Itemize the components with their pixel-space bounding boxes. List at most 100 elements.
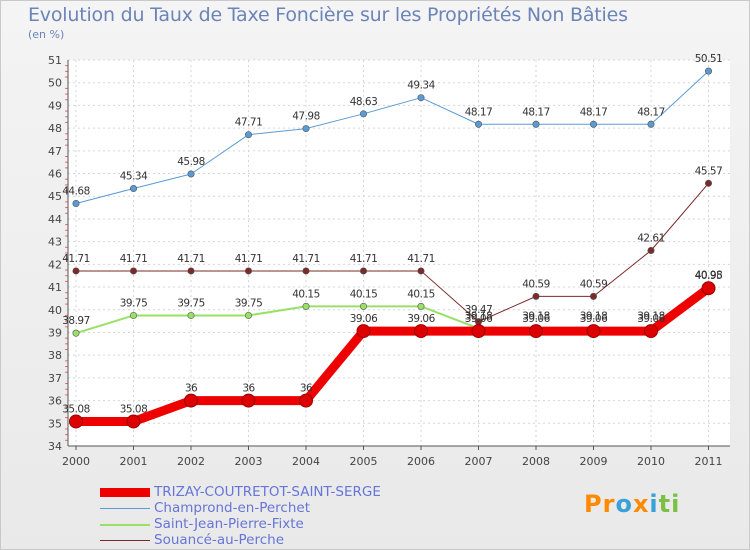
y-tick-label: 51 [48, 54, 62, 67]
data-point [644, 324, 658, 339]
y-tick-label: 43 [48, 236, 62, 249]
data-point [241, 393, 256, 408]
data-label: 41.71 [120, 253, 148, 265]
data-point [299, 393, 313, 408]
data-point [187, 311, 195, 319]
data-label: 39.18 [465, 310, 493, 322]
legend-swatch [100, 488, 150, 497]
data-point [417, 94, 425, 102]
legend-swatch [100, 540, 150, 541]
data-label: 35.08 [120, 403, 148, 415]
data-point [69, 414, 83, 429]
y-tick-label: 46 [48, 168, 62, 181]
data-point [72, 329, 80, 337]
data-point [72, 267, 80, 275]
y-tick-label: 39 [48, 326, 62, 339]
data-point [245, 267, 253, 275]
logo-letter: r [602, 490, 616, 518]
data-point [647, 120, 655, 128]
x-tick-label: 2011 [695, 455, 723, 468]
data-label: 40.59 [580, 278, 608, 290]
logo-letter: o [615, 490, 633, 518]
data-point [417, 302, 425, 310]
data-label: 39.06 [637, 313, 665, 325]
data-point [302, 125, 310, 133]
y-tick-label: 42 [48, 258, 62, 271]
data-label: 35.08 [62, 403, 90, 415]
y-tick-label: 34 [48, 440, 62, 453]
x-tick-label: 2007 [465, 455, 493, 468]
data-point [187, 170, 195, 178]
data-point [302, 302, 310, 310]
plot-area [68, 60, 730, 446]
proxiti-logo: Proxiti [584, 490, 680, 518]
y-tick-label: 50 [48, 77, 62, 90]
data-label: 36 [300, 383, 313, 395]
unit-label: (en %) [28, 28, 65, 41]
data-point [130, 311, 138, 319]
y-tick-label: 37 [48, 372, 62, 385]
data-label: 48.17 [637, 106, 665, 118]
data-point [356, 324, 371, 339]
y-tick-label: 49 [48, 99, 62, 112]
data-point [359, 267, 367, 275]
logo-letter: i [649, 490, 659, 518]
data-label: 39.18 [580, 310, 608, 322]
data-label: 40.98 [695, 270, 723, 282]
legend-swatch [100, 508, 150, 509]
legend-swatch [100, 524, 150, 526]
data-label: 48.17 [465, 106, 493, 118]
data-label: 47.98 [292, 111, 320, 123]
data-label: 36 [185, 383, 198, 395]
y-tick-label: 41 [48, 281, 62, 294]
data-label: 39.06 [407, 313, 435, 325]
data-point [589, 120, 597, 128]
data-label: 42.61 [637, 233, 665, 245]
series-line-1 [75, 70, 709, 205]
data-label: 44.68 [62, 186, 90, 198]
y-tick-label: 36 [48, 395, 62, 408]
legend-label: Souancé-au-Perche [154, 532, 285, 548]
data-label: 41.71 [62, 253, 90, 265]
x-tick-label: 2008 [522, 455, 550, 468]
data-point [72, 200, 80, 208]
legend-label: TRIZAY-COUTRETOT-SAINT-SERGE [154, 484, 381, 500]
data-point [589, 292, 597, 300]
data-label: 48.63 [350, 96, 378, 108]
data-point [245, 311, 253, 319]
data-label: 39.06 [350, 313, 378, 325]
data-point [704, 179, 712, 187]
data-label: 39.06 [580, 313, 608, 325]
data-point [532, 292, 540, 300]
data-point [586, 324, 601, 339]
data-label: 39.75 [120, 297, 148, 309]
y-tick-label: 45 [48, 190, 62, 203]
data-label: 39.75 [235, 297, 263, 309]
data-label: 49.34 [407, 80, 435, 92]
x-tick-label: 2006 [407, 455, 435, 468]
data-label: 45.34 [120, 171, 148, 183]
y-tick-label: 47 [48, 145, 62, 158]
data-point [359, 302, 367, 310]
data-point [184, 393, 198, 408]
x-tick-label: 2002 [177, 455, 205, 468]
legend-label: Champrond-en-Perchet [154, 500, 311, 516]
data-label: 38.97 [62, 315, 90, 327]
chart-title: Evolution du Taux de Taxe Foncière sur l… [28, 4, 628, 26]
x-tick-label: 2004 [292, 455, 320, 468]
data-label: 39.06 [522, 313, 550, 325]
data-point [359, 110, 367, 118]
x-tick-label: 2010 [637, 455, 665, 468]
data-label: 39.06 [465, 313, 493, 325]
y-tick-label: 35 [48, 417, 62, 430]
y-tick-label: 48 [48, 122, 62, 135]
data-label: 48.17 [522, 106, 550, 118]
data-label: 40.15 [350, 288, 378, 300]
data-point [126, 414, 141, 429]
data-label: 50.51 [695, 53, 723, 65]
data-label: 40.59 [522, 278, 550, 290]
data-point [532, 120, 540, 128]
data-label: 36 [242, 383, 255, 395]
y-tick-label: 40 [48, 304, 62, 317]
